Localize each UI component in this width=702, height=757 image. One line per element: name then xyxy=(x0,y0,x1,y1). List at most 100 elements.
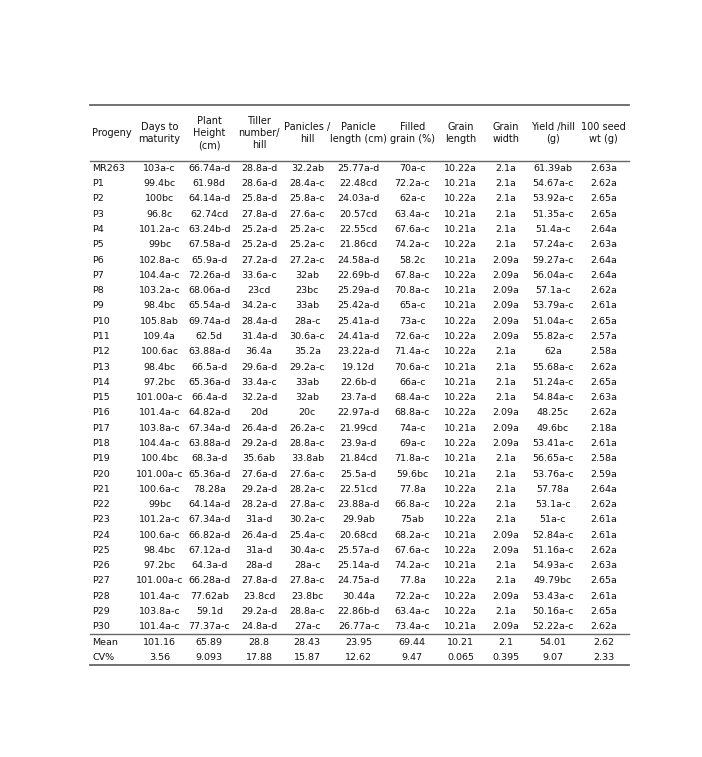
Text: 52.84a-c: 52.84a-c xyxy=(532,531,574,540)
Text: 68.3a-d: 68.3a-d xyxy=(191,454,227,463)
Text: 74.2a-c: 74.2a-c xyxy=(395,240,430,249)
Text: 33ab: 33ab xyxy=(296,301,319,310)
Text: 2.64a: 2.64a xyxy=(590,256,617,265)
Text: 27.8a-c: 27.8a-c xyxy=(289,500,325,509)
Text: 10.21a: 10.21a xyxy=(444,256,477,265)
Text: 68.06a-d: 68.06a-d xyxy=(188,286,230,295)
Text: 2.09a: 2.09a xyxy=(493,256,519,265)
Text: 2.09a: 2.09a xyxy=(493,592,519,601)
Text: 100.6ac: 100.6ac xyxy=(140,347,179,357)
Text: 2.1a: 2.1a xyxy=(496,378,517,387)
Text: 10.22a: 10.22a xyxy=(444,500,477,509)
Text: P20: P20 xyxy=(92,469,110,478)
Text: 66a-c: 66a-c xyxy=(399,378,425,387)
Text: Yield /hill
(g): Yield /hill (g) xyxy=(531,122,575,145)
Text: 67.58a-d: 67.58a-d xyxy=(188,240,230,249)
Text: P23: P23 xyxy=(92,516,110,525)
Text: 101.00a-c: 101.00a-c xyxy=(136,393,183,402)
Text: P4: P4 xyxy=(92,225,104,234)
Text: 10.22a: 10.22a xyxy=(444,316,477,326)
Text: 0.065: 0.065 xyxy=(447,653,475,662)
Text: P22: P22 xyxy=(92,500,110,509)
Text: 2.09a: 2.09a xyxy=(493,332,519,341)
Text: 25.14a-d: 25.14a-d xyxy=(338,561,380,570)
Text: 10.22a: 10.22a xyxy=(444,195,477,204)
Text: Days to
maturity: Days to maturity xyxy=(138,122,180,145)
Text: 71.8a-c: 71.8a-c xyxy=(395,454,430,463)
Text: 53.92a-c: 53.92a-c xyxy=(532,195,574,204)
Text: 10.21a: 10.21a xyxy=(444,424,477,433)
Text: 103.8a-c: 103.8a-c xyxy=(139,424,180,433)
Text: 48.25c: 48.25c xyxy=(537,408,569,417)
Text: 101.4a-c: 101.4a-c xyxy=(139,622,180,631)
Text: 36.4a: 36.4a xyxy=(246,347,272,357)
Text: 100.6a-c: 100.6a-c xyxy=(139,531,180,540)
Text: 2.1a: 2.1a xyxy=(496,607,517,616)
Text: 2.09a: 2.09a xyxy=(493,286,519,295)
Text: 22.51cd: 22.51cd xyxy=(340,484,378,494)
Text: 2.1a: 2.1a xyxy=(496,454,517,463)
Text: 63.88a-d: 63.88a-d xyxy=(188,439,230,448)
Text: 61.39ab: 61.39ab xyxy=(534,164,572,173)
Text: 32ab: 32ab xyxy=(296,271,319,280)
Text: 25.8a-d: 25.8a-d xyxy=(241,195,277,204)
Text: 9.47: 9.47 xyxy=(402,653,423,662)
Text: 57.1a-c: 57.1a-c xyxy=(535,286,571,295)
Text: P17: P17 xyxy=(92,424,110,433)
Text: 21.99cd: 21.99cd xyxy=(340,424,378,433)
Text: 55.82a-c: 55.82a-c xyxy=(532,332,574,341)
Text: 101.00a-c: 101.00a-c xyxy=(136,576,183,585)
Text: 64.3a-d: 64.3a-d xyxy=(191,561,227,570)
Text: 98.4bc: 98.4bc xyxy=(143,363,176,372)
Text: 30.4a-c: 30.4a-c xyxy=(289,546,325,555)
Text: 64.14a-d: 64.14a-d xyxy=(188,500,230,509)
Text: 30.44a: 30.44a xyxy=(343,592,376,601)
Text: 66.28a-d: 66.28a-d xyxy=(188,576,230,585)
Text: 100.6a-c: 100.6a-c xyxy=(139,484,180,494)
Text: 2.63a: 2.63a xyxy=(590,240,617,249)
Text: 54.84a-c: 54.84a-c xyxy=(532,393,574,402)
Text: 2.62a: 2.62a xyxy=(590,363,617,372)
Text: 67.34a-d: 67.34a-d xyxy=(188,516,230,525)
Text: 0.395: 0.395 xyxy=(492,653,519,662)
Text: 10.21a: 10.21a xyxy=(444,286,477,295)
Text: 31a-d: 31a-d xyxy=(246,546,273,555)
Text: 54.01: 54.01 xyxy=(539,637,567,646)
Text: 64.82a-d: 64.82a-d xyxy=(188,408,230,417)
Text: 50.16a-c: 50.16a-c xyxy=(532,607,574,616)
Text: 2.63a: 2.63a xyxy=(590,393,617,402)
Text: 30.2a-c: 30.2a-c xyxy=(289,516,325,525)
Text: 68.2a-c: 68.2a-c xyxy=(395,531,430,540)
Text: 25.8a-c: 25.8a-c xyxy=(289,195,325,204)
Text: 72.2a-c: 72.2a-c xyxy=(395,179,430,188)
Text: 26.2a-c: 26.2a-c xyxy=(289,424,325,433)
Text: 23.22a-d: 23.22a-d xyxy=(338,347,380,357)
Text: P26: P26 xyxy=(92,561,110,570)
Text: P27: P27 xyxy=(92,576,110,585)
Text: 100bc: 100bc xyxy=(145,195,174,204)
Text: 25.42a-d: 25.42a-d xyxy=(338,301,380,310)
Text: 2.1a: 2.1a xyxy=(496,516,517,525)
Text: 33.4a-c: 33.4a-c xyxy=(241,378,277,387)
Text: 20d: 20d xyxy=(250,408,268,417)
Text: 29.2a-d: 29.2a-d xyxy=(241,607,277,616)
Text: 2.58a: 2.58a xyxy=(590,347,617,357)
Text: 2.1a: 2.1a xyxy=(496,179,517,188)
Text: 10.22a: 10.22a xyxy=(444,393,477,402)
Text: 32.2a-d: 32.2a-d xyxy=(241,393,277,402)
Text: 20.68cd: 20.68cd xyxy=(340,531,378,540)
Text: Grain
length: Grain length xyxy=(445,122,477,145)
Text: P24: P24 xyxy=(92,531,110,540)
Text: 22.48cd: 22.48cd xyxy=(340,179,378,188)
Text: 2.62a: 2.62a xyxy=(590,408,617,417)
Text: 2.62a: 2.62a xyxy=(590,622,617,631)
Text: 100.4bc: 100.4bc xyxy=(140,454,179,463)
Text: 51a-c: 51a-c xyxy=(540,516,567,525)
Text: 2.61a: 2.61a xyxy=(590,439,617,448)
Text: 77.62ab: 77.62ab xyxy=(190,592,229,601)
Text: 74.2a-c: 74.2a-c xyxy=(395,561,430,570)
Text: 10.21a: 10.21a xyxy=(444,210,477,219)
Text: 3.56: 3.56 xyxy=(149,653,170,662)
Text: 2.65a: 2.65a xyxy=(590,576,617,585)
Text: 2.65a: 2.65a xyxy=(590,316,617,326)
